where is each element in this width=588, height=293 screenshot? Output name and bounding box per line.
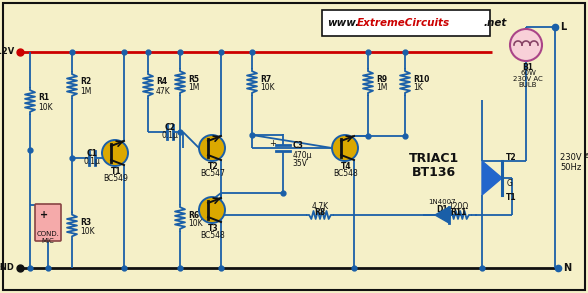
Text: 60W: 60W — [520, 70, 536, 76]
Text: 1M: 1M — [80, 86, 91, 96]
Text: COND.: COND. — [36, 231, 59, 237]
Text: 1K: 1K — [413, 84, 423, 93]
Text: 10K: 10K — [38, 103, 52, 112]
Text: 10K: 10K — [260, 84, 275, 93]
Text: D1: D1 — [436, 205, 448, 214]
Text: L: L — [560, 22, 566, 32]
Text: MIC: MIC — [42, 238, 54, 244]
Text: C2: C2 — [165, 123, 175, 132]
Text: 230V AC: 230V AC — [560, 154, 588, 163]
Text: R6: R6 — [188, 210, 199, 219]
Text: T1: T1 — [111, 167, 121, 176]
Polygon shape — [482, 161, 502, 195]
Text: 0.1μ: 0.1μ — [162, 131, 178, 140]
Text: BC547: BC547 — [201, 169, 225, 178]
Text: R10: R10 — [413, 74, 429, 84]
Text: T3: T3 — [208, 224, 218, 233]
Text: 50Hz: 50Hz — [560, 163, 582, 173]
Text: R4: R4 — [156, 78, 167, 86]
Text: 47K: 47K — [156, 86, 171, 96]
FancyBboxPatch shape — [322, 10, 490, 36]
FancyBboxPatch shape — [35, 204, 61, 241]
Text: T2: T2 — [506, 154, 517, 163]
Text: 10K: 10K — [188, 219, 203, 229]
Text: R3: R3 — [80, 218, 91, 227]
Text: R2: R2 — [80, 78, 91, 86]
Text: BC548: BC548 — [333, 169, 358, 178]
Text: 10K: 10K — [80, 227, 95, 236]
Text: 0.1μ: 0.1μ — [83, 157, 101, 166]
Circle shape — [332, 135, 358, 161]
Text: BULB: BULB — [519, 82, 537, 88]
Text: www.: www. — [327, 18, 359, 28]
Text: R11: R11 — [450, 208, 466, 217]
Text: C3: C3 — [293, 142, 304, 151]
Text: BC548: BC548 — [201, 231, 225, 240]
Text: BC549: BC549 — [103, 174, 128, 183]
Text: 4.7K: 4.7K — [312, 202, 329, 211]
Text: T1: T1 — [506, 193, 517, 202]
Text: .net: .net — [484, 18, 507, 28]
Text: 1N4007: 1N4007 — [428, 199, 456, 205]
Text: 470μ: 470μ — [293, 151, 312, 161]
Text: R1: R1 — [38, 93, 49, 103]
Circle shape — [199, 197, 225, 223]
Text: N: N — [563, 263, 571, 273]
Text: R5: R5 — [188, 74, 199, 84]
Text: +: + — [269, 139, 276, 147]
Text: +12V: +12V — [0, 47, 14, 57]
Text: 1M: 1M — [188, 84, 199, 93]
Text: BT136: BT136 — [412, 166, 456, 178]
Polygon shape — [435, 207, 449, 223]
Text: 120Ω: 120Ω — [448, 202, 468, 211]
Circle shape — [510, 29, 542, 61]
Text: +: + — [40, 210, 48, 220]
Text: B1: B1 — [523, 63, 533, 72]
Text: R7: R7 — [260, 74, 271, 84]
Text: T4: T4 — [340, 162, 351, 171]
Text: R8: R8 — [315, 208, 326, 217]
Text: ExtremeCircuits: ExtremeCircuits — [357, 18, 450, 28]
Text: C1: C1 — [86, 149, 98, 158]
Text: G: G — [507, 178, 513, 188]
Text: 35V: 35V — [292, 159, 307, 168]
Circle shape — [199, 135, 225, 161]
Text: TRIAC1: TRIAC1 — [409, 151, 459, 164]
Circle shape — [102, 140, 128, 166]
Text: 230V AC: 230V AC — [513, 76, 543, 82]
Text: GND: GND — [0, 263, 14, 272]
Text: R9: R9 — [376, 74, 387, 84]
Text: 1M: 1M — [376, 84, 387, 93]
Text: T2: T2 — [208, 162, 218, 171]
